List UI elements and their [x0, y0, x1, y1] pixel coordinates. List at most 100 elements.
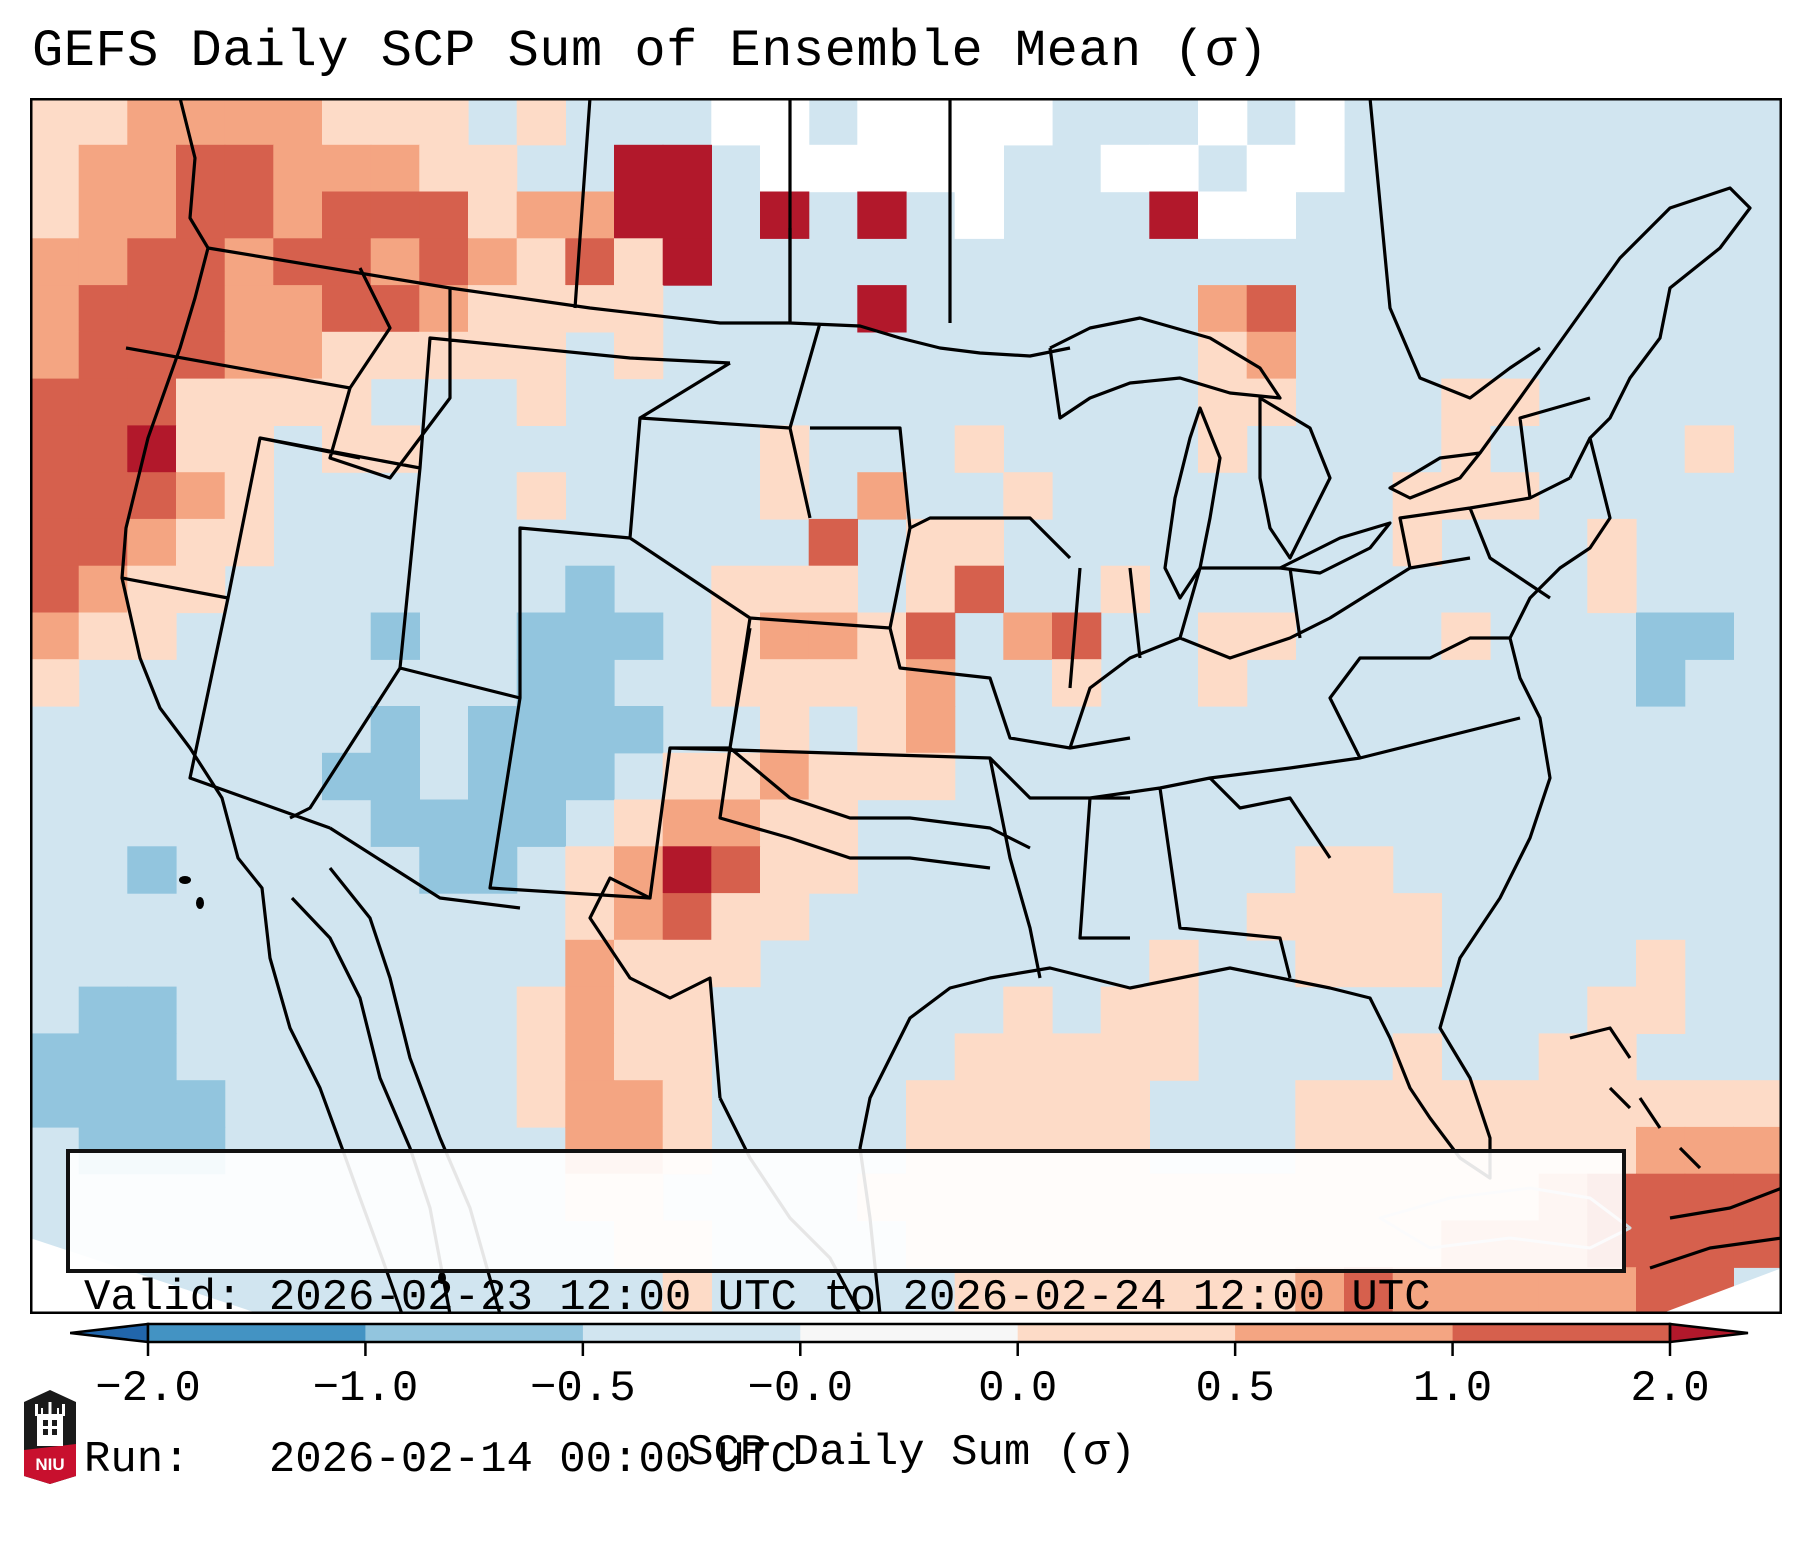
- field-cell: [176, 518, 226, 567]
- field-cell: [370, 285, 420, 333]
- field-cell: [565, 565, 615, 614]
- colorbar-tick-label: 1.0: [1412, 1364, 1493, 1414]
- field-cell: [1587, 1080, 1637, 1128]
- field-cell: [662, 846, 712, 894]
- field-cell: [127, 144, 177, 193]
- lake-superior: [1048, 316, 1282, 420]
- lake-ontario: [1388, 451, 1482, 500]
- field-cell: [906, 612, 956, 660]
- field-cell: [78, 565, 128, 614]
- field-cell: [760, 425, 810, 473]
- field-cell: [1636, 659, 1686, 707]
- field-cell: [370, 144, 420, 193]
- field-cell: [468, 706, 518, 754]
- field-cell: [516, 191, 566, 239]
- colorbar-extend-min: [70, 1322, 150, 1344]
- border-ontario-quebec: [1368, 98, 1541, 400]
- field-cell: [711, 612, 761, 660]
- field-cell: [954, 191, 1004, 239]
- field-cell: [127, 378, 177, 426]
- colorbar-bin: [148, 1324, 366, 1342]
- colorbar-label: SCP Daily Sum (σ): [687, 1428, 1136, 1478]
- field-cell: [370, 191, 420, 239]
- field-cell: [1052, 1080, 1102, 1128]
- colorbar-bin: [1235, 1324, 1453, 1342]
- field-cell: [1246, 612, 1296, 660]
- colorbar-tick-label: 2.0: [1630, 1364, 1710, 1414]
- colorbar-segments: [70, 1322, 1749, 1344]
- field-cell: [1003, 1267, 1053, 1314]
- field-cell: [614, 893, 664, 941]
- field-cell: [1246, 331, 1296, 380]
- field-cell: [614, 331, 664, 380]
- colorbar-bin: [365, 1324, 584, 1342]
- field-cell: [30, 285, 80, 333]
- field-cell: [857, 752, 907, 801]
- field-cell: [273, 191, 323, 239]
- field-cell: [516, 1033, 566, 1081]
- field-cell: [565, 939, 615, 988]
- field-cell: [1246, 191, 1296, 239]
- field-cell: [78, 1080, 128, 1128]
- field-cell: [78, 1033, 128, 1081]
- field-cell: [1538, 1033, 1588, 1081]
- field-cell: [760, 893, 810, 941]
- field-cell: [954, 1080, 1004, 1128]
- field-cell: [370, 752, 420, 801]
- field-cell: [1246, 285, 1296, 333]
- field-cell: [1003, 612, 1053, 660]
- field-cell: [370, 612, 420, 660]
- field-cell: [1246, 144, 1296, 193]
- field-cell: [419, 144, 469, 193]
- field-cell: [1295, 1267, 1345, 1314]
- field-cell: [1684, 425, 1734, 473]
- chart-title: GEFS Daily SCP Sum of Ensemble Mean (σ): [32, 22, 1269, 81]
- field-cell: [468, 331, 518, 380]
- field-cell: [565, 706, 615, 754]
- field-cell: [176, 472, 226, 520]
- field-cell: [1198, 425, 1248, 473]
- field-cell: [127, 565, 177, 614]
- field-cell: [1684, 1080, 1734, 1128]
- field-cell: [468, 144, 518, 193]
- field-cell: [516, 799, 566, 847]
- field-cell: [808, 565, 858, 614]
- field-cell: [1344, 846, 1394, 894]
- colorbar-outline: [146, 1322, 1672, 1344]
- info-box: Valid: 2026-02-23 12:00 UTC to 2026-02-2…: [66, 1149, 1626, 1485]
- field-cell: [906, 98, 956, 146]
- field-cell: [30, 565, 80, 614]
- field-cell: [322, 144, 372, 193]
- field-cell: [1003, 98, 1053, 146]
- field-cell: [370, 98, 420, 146]
- field-cell: [1392, 893, 1442, 941]
- field-cell: [176, 331, 226, 380]
- field-cell: [419, 98, 469, 146]
- field-cell: [1295, 98, 1345, 146]
- field-cell: [127, 1033, 177, 1081]
- field-cell: [1636, 1173, 1686, 1222]
- field-cell: [1100, 144, 1150, 193]
- field-cell: [614, 1033, 664, 1081]
- field-cell: [1100, 1267, 1150, 1314]
- field-cell: [516, 986, 566, 1034]
- field-cell: [516, 238, 566, 286]
- field-cell: [906, 659, 956, 707]
- field-cell: [1003, 986, 1053, 1034]
- colorbar-bin: [1017, 1324, 1236, 1342]
- field-cell: [516, 659, 566, 707]
- border-canada-west: [207, 246, 790, 325]
- colorbar: [70, 1322, 1749, 1356]
- field-cell: [322, 331, 372, 380]
- field-cell: [370, 706, 420, 754]
- field-cell: [30, 378, 80, 426]
- field-cell: [614, 986, 664, 1034]
- coastline-west: [120, 98, 404, 1314]
- field-cell: [370, 799, 420, 847]
- field-cell: [30, 191, 80, 239]
- field-cell: [78, 285, 128, 333]
- field-cell: [30, 659, 80, 707]
- field-cell: [857, 472, 907, 520]
- field-cell: [273, 144, 323, 193]
- coastline-bahamas: [1569, 1026, 1702, 1170]
